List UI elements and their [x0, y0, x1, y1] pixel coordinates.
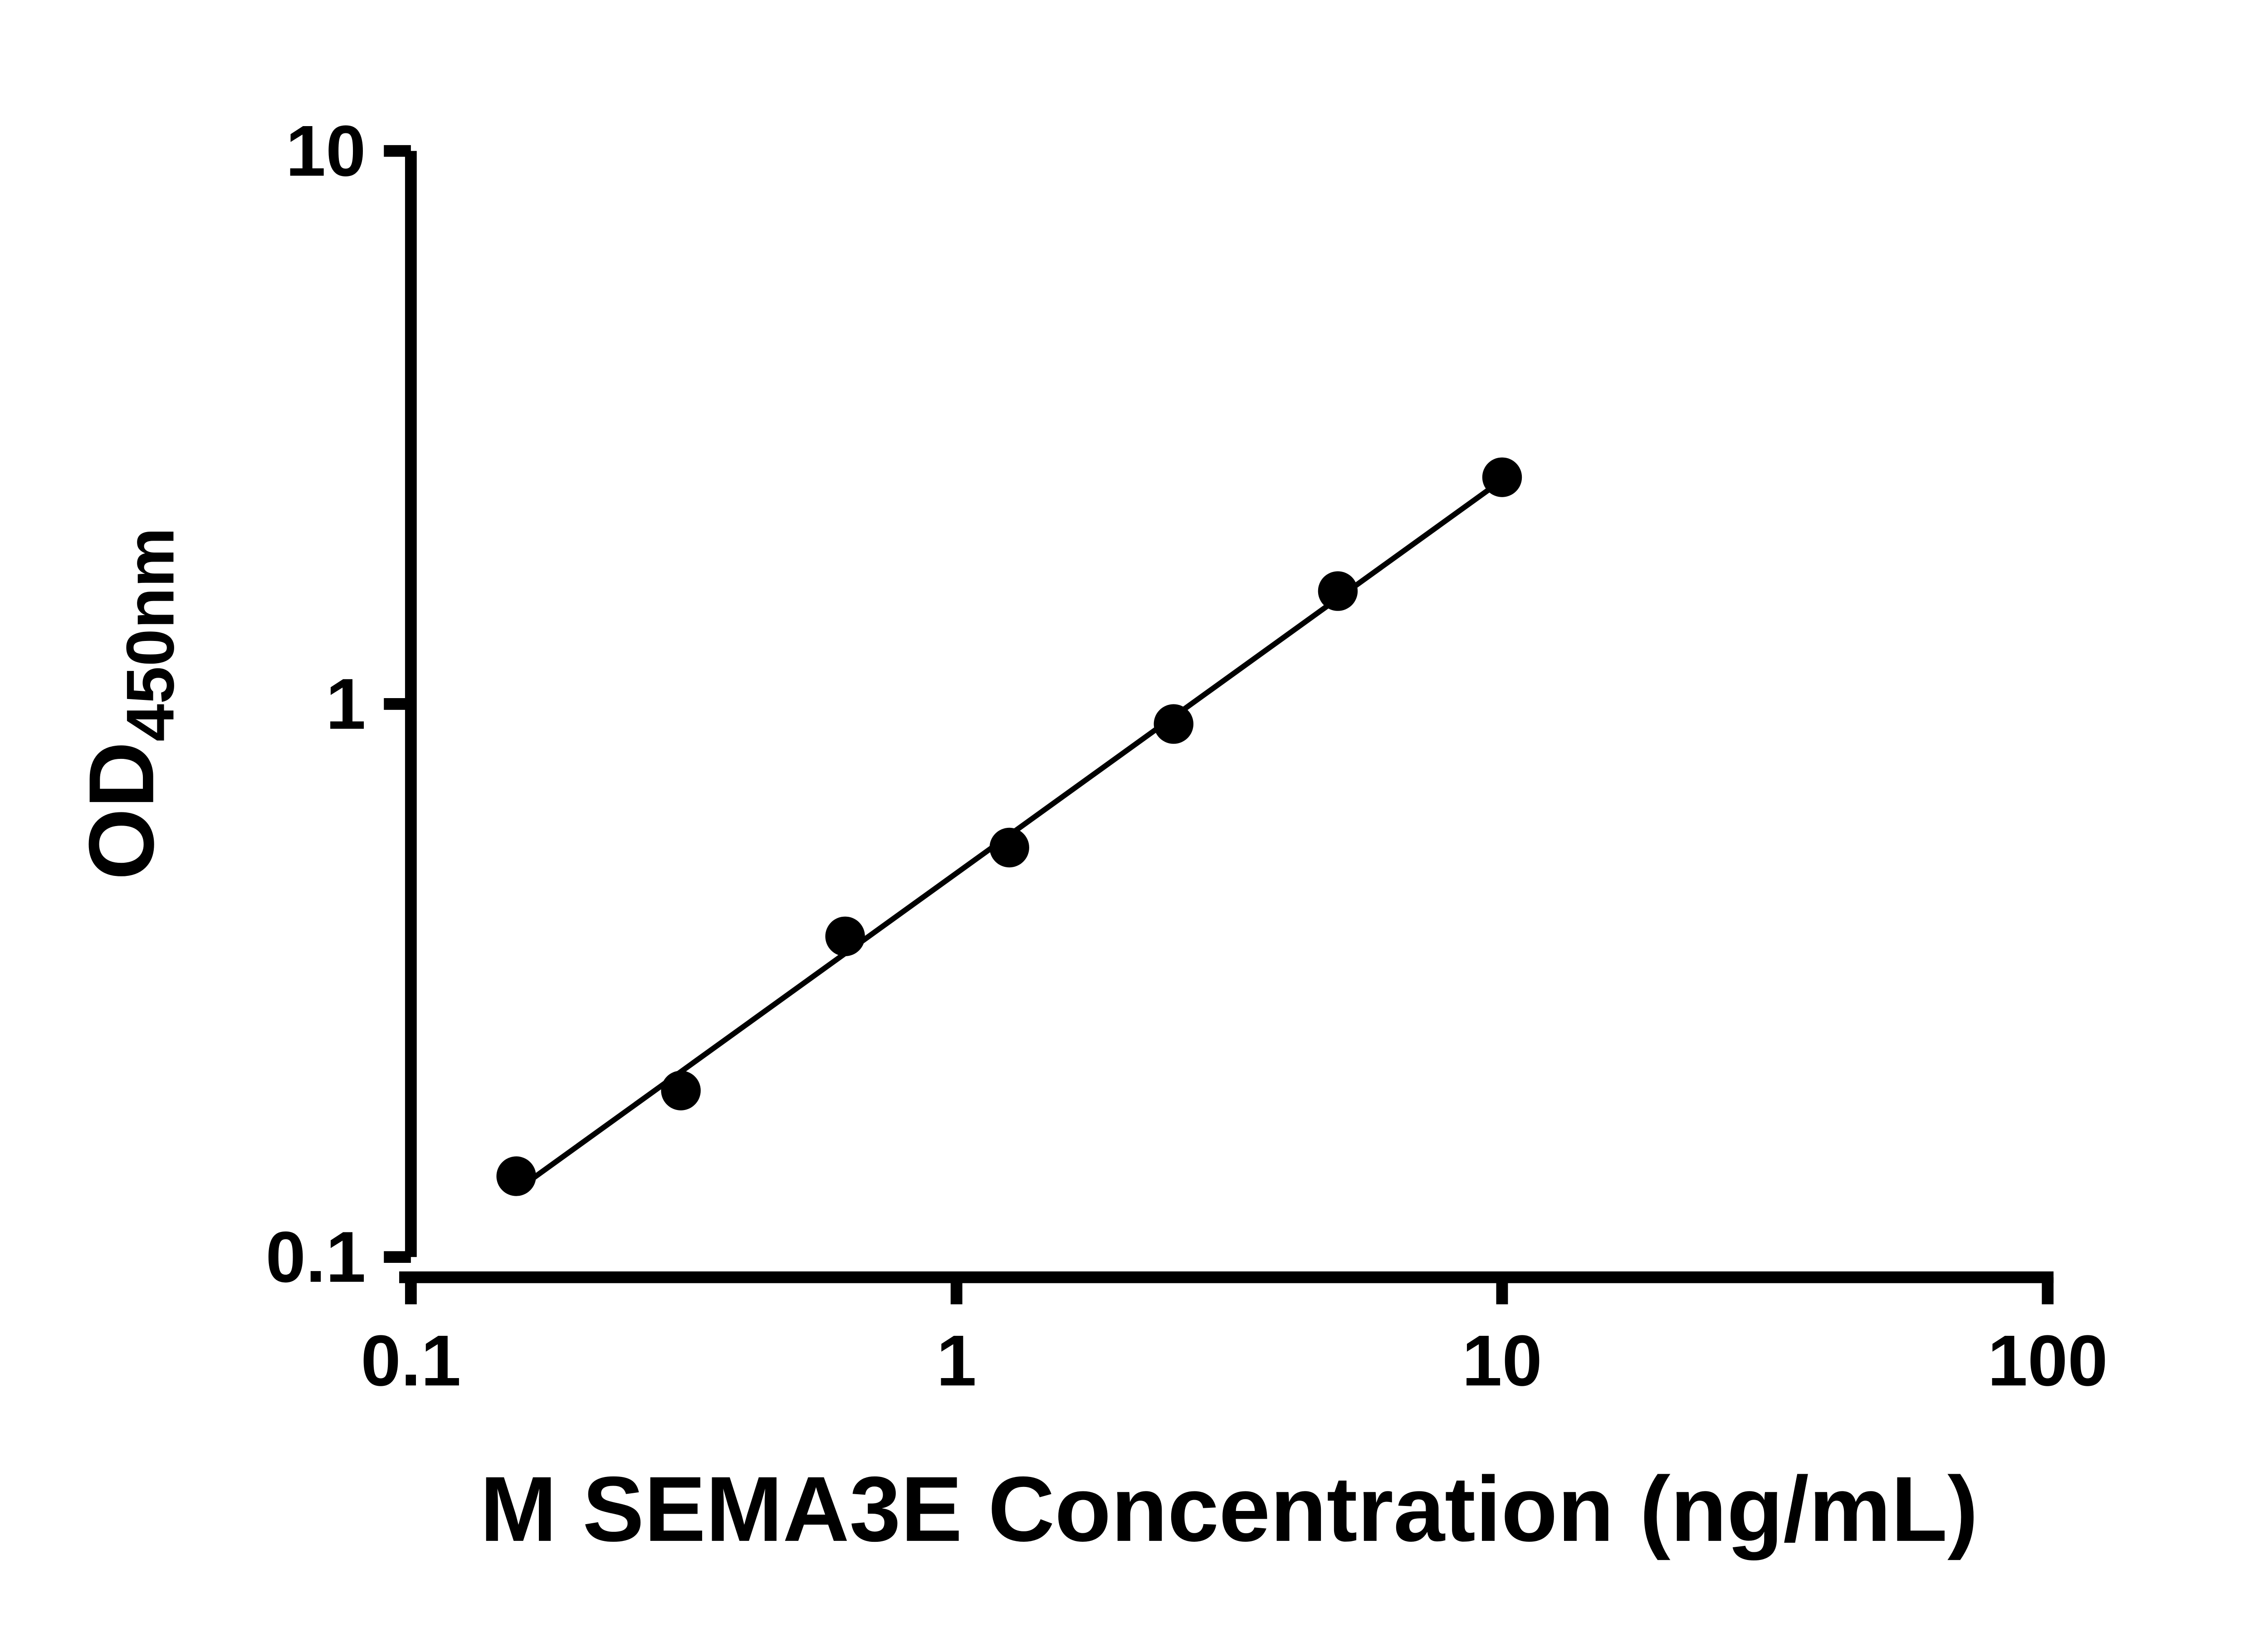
y-tick-label: 10 — [286, 110, 366, 191]
data-point — [825, 916, 865, 956]
x-tick-label: 0.1 — [361, 1320, 461, 1401]
data-point — [661, 1071, 701, 1110]
axes: 10 1 0.1 0.1 1 10 100 — [266, 110, 2108, 1401]
y-tick-label: 1 — [326, 664, 366, 744]
x-tick-label: 10 — [1462, 1320, 1542, 1401]
data-point — [496, 1156, 536, 1196]
x-tick-label: 100 — [1988, 1320, 2108, 1401]
x-tick-label: 1 — [936, 1320, 976, 1401]
y-axis-title-main: OD — [70, 742, 173, 880]
data-point — [989, 827, 1029, 868]
y-axis-title-subscript: 450nm — [112, 528, 188, 742]
data-point — [1154, 704, 1194, 744]
data-point — [1482, 457, 1522, 497]
y-axis-title: OD450nm — [70, 528, 188, 880]
x-axis-title: M SEMA3E Concentration (ng/mL) — [480, 1458, 1978, 1561]
y-tick-label: 0.1 — [266, 1217, 366, 1297]
data-point — [1318, 571, 1358, 611]
data-series — [496, 457, 1522, 1196]
